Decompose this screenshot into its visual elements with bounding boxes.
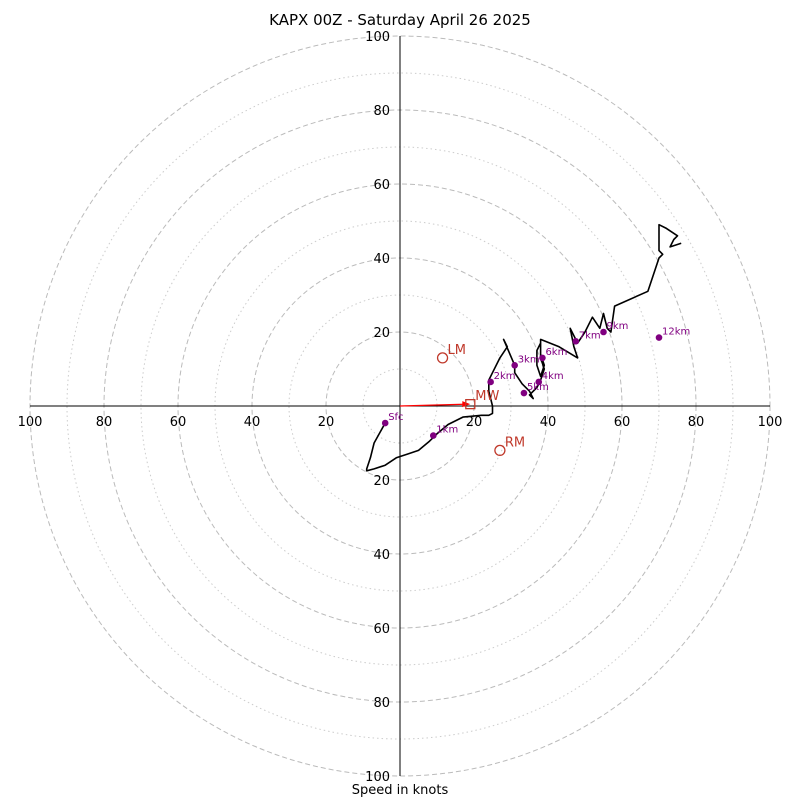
storm-motion-markers: LM RM MW xyxy=(399,343,525,457)
height-marker-label: 5km xyxy=(527,382,549,393)
x-tick-label: 100 xyxy=(18,415,43,430)
height-marker-point xyxy=(539,354,546,362)
x-tick-label: 100 xyxy=(758,415,783,430)
height-marker-point xyxy=(655,334,663,341)
mean-wind-vector xyxy=(399,403,469,407)
height-marker-point xyxy=(520,389,528,397)
height-marker-label: 9km xyxy=(607,321,629,332)
x-tick-label: 60 xyxy=(614,415,631,430)
height-marker-point xyxy=(487,378,494,386)
y-tick-label: 100 xyxy=(365,770,390,785)
height-marker-point xyxy=(572,337,580,345)
y-tick-label: 80 xyxy=(373,104,390,119)
x-tick-label: 40 xyxy=(244,415,261,430)
y-tick-label: 40 xyxy=(373,252,390,267)
lm-label: LM xyxy=(448,343,466,358)
y-tick-label: 60 xyxy=(373,178,390,193)
y-tick-label: 20 xyxy=(373,474,390,489)
hodograph-trace xyxy=(365,223,682,472)
x-tick-label: 40 xyxy=(540,415,557,430)
height-marker-point xyxy=(600,328,607,336)
y-tick-label: 20 xyxy=(373,326,390,341)
height-marker-label: 7km xyxy=(579,330,601,341)
chart-title: KAPX 00Z - Saturday April 26 2025 xyxy=(269,11,531,29)
height-marker-label: 4km xyxy=(542,371,564,382)
lm-marker xyxy=(436,352,449,364)
height-marker-label: 1km xyxy=(436,425,458,436)
height-marker-label: 2km xyxy=(494,371,516,382)
x-tick-label: 60 xyxy=(170,415,187,430)
height-marker-point xyxy=(381,419,389,427)
y-tick-label: 80 xyxy=(373,696,390,711)
height-marker-label: 6km xyxy=(545,347,567,358)
x-tick-label: 80 xyxy=(688,415,705,430)
rm-marker xyxy=(494,444,506,457)
rm-label: RM xyxy=(505,435,525,450)
height-marker-label: 12km xyxy=(662,327,690,338)
hodograph-line xyxy=(365,223,682,472)
axis-ticks: 100 80 60 40 20 20 40 60 80 100 100 80 60 40 20 20 40 60 8… xyxy=(18,30,783,785)
x-tick-label: 20 xyxy=(318,415,335,430)
x-tick-label: 80 xyxy=(96,415,113,430)
height-marker-point xyxy=(511,362,518,369)
height-marker-point xyxy=(535,378,543,386)
x-tick-label: 20 xyxy=(466,415,483,430)
x-axis-label: Speed in knots xyxy=(351,783,449,798)
height-marker-label: Sfc xyxy=(388,412,403,423)
height-marker-label: 3km xyxy=(518,354,540,365)
mw-label: MW xyxy=(475,389,499,404)
height-marker-point xyxy=(430,432,437,439)
mw-marker xyxy=(465,398,476,410)
y-tick-label: 60 xyxy=(373,622,390,637)
y-tick-label: 100 xyxy=(365,30,390,45)
y-tick-label: 40 xyxy=(373,548,390,563)
